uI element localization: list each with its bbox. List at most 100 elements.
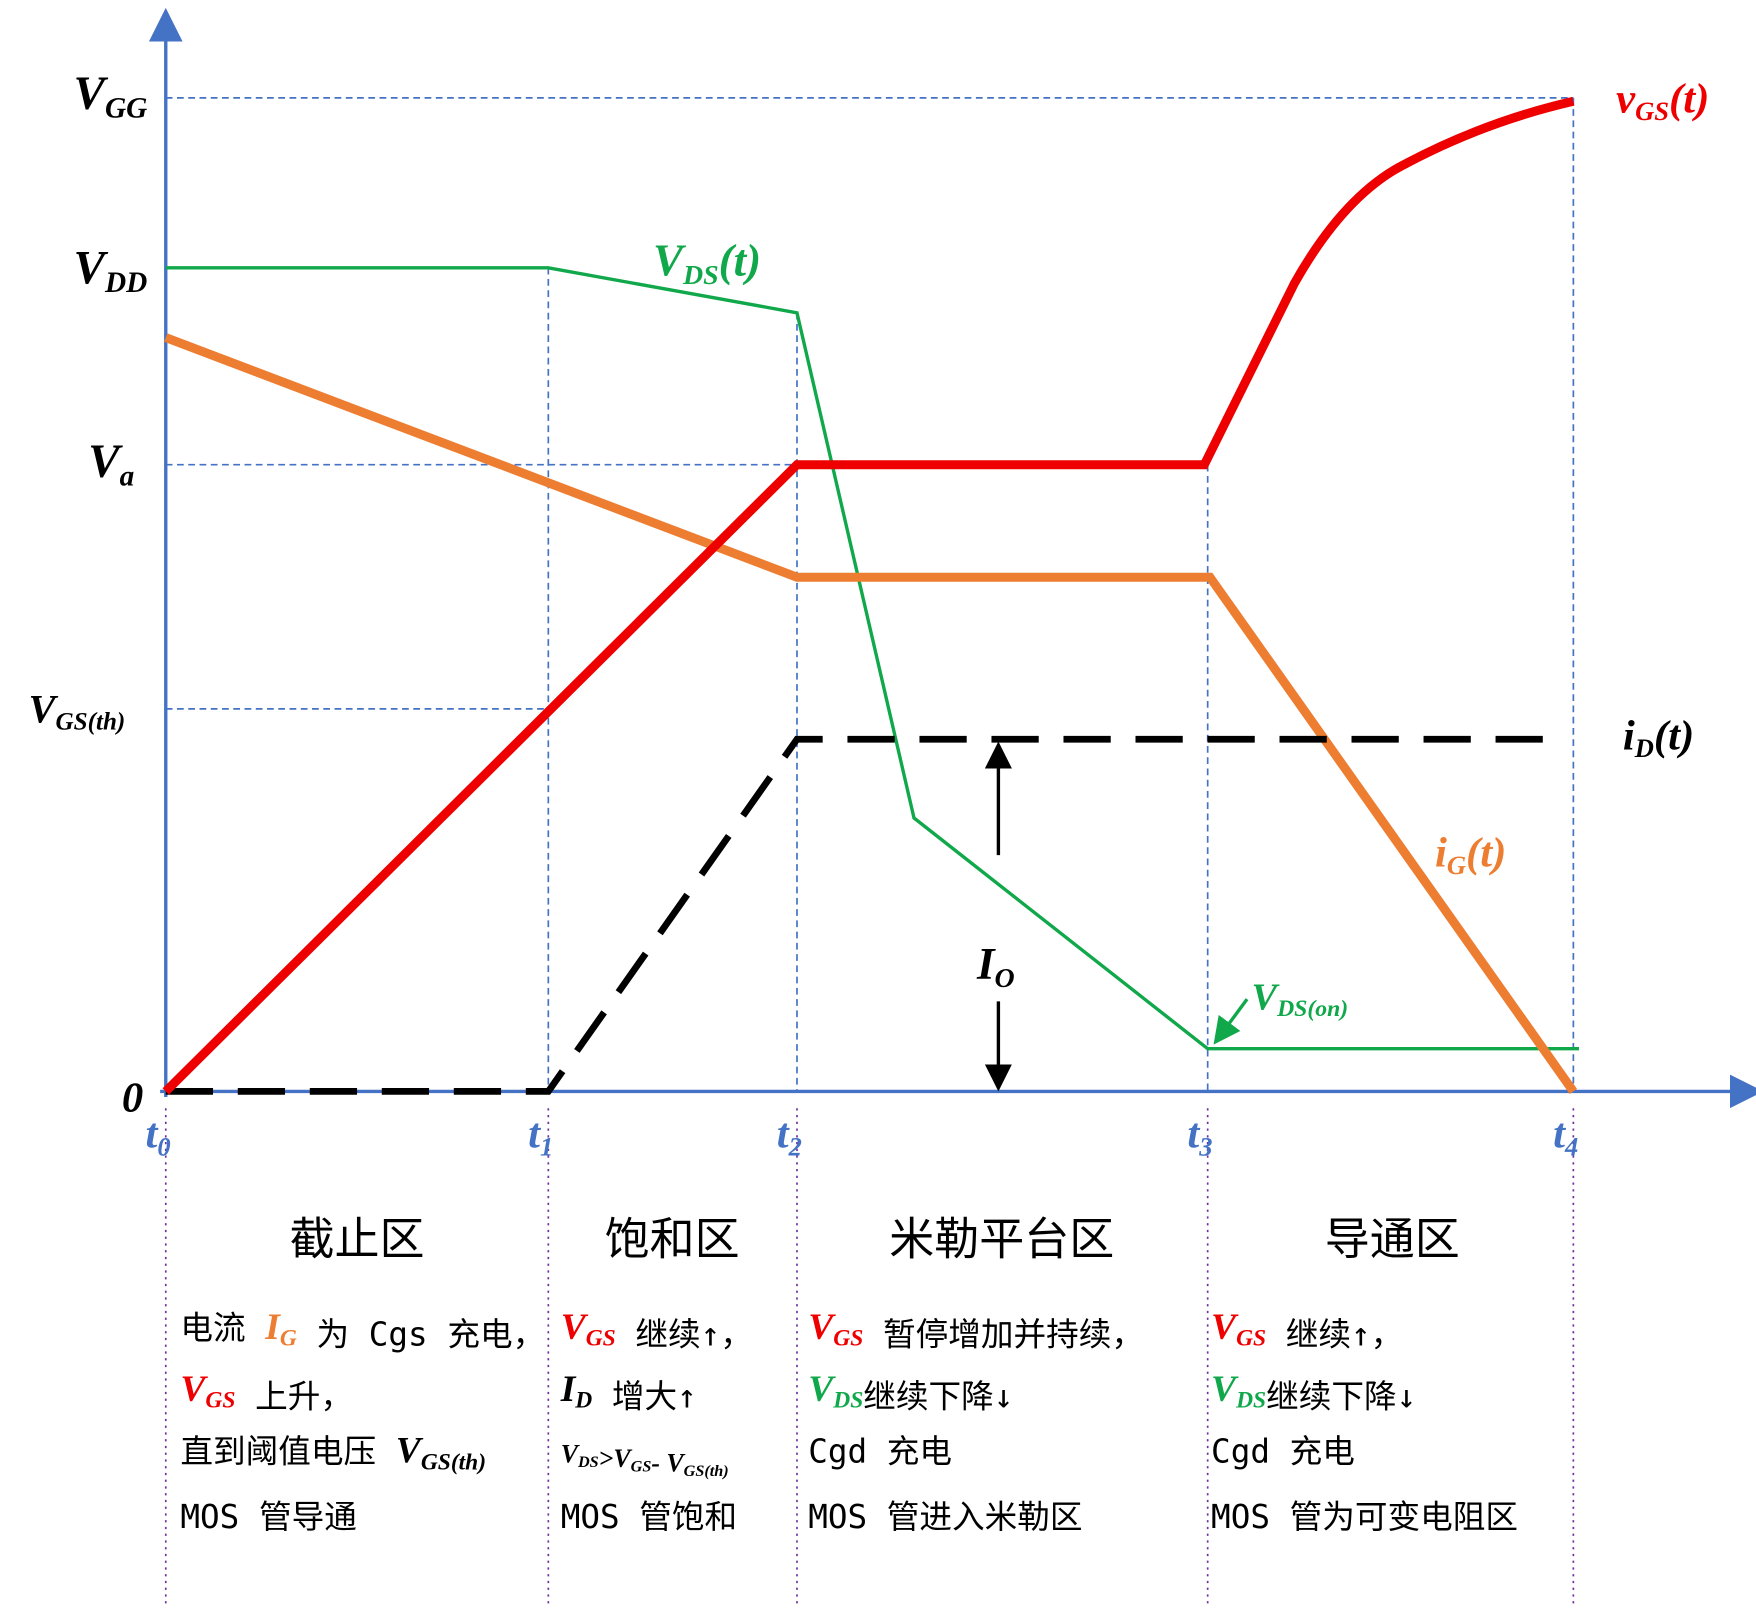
region-line: VGS 上升， — [180, 1369, 353, 1416]
line-segment: Cgd 充电 — [808, 1433, 952, 1471]
line-segment: I — [264, 1307, 281, 1348]
symbol-main: t — [1553, 1111, 1566, 1158]
line-segment: V — [1211, 1369, 1239, 1410]
line-sub: DS — [832, 1387, 863, 1413]
line-segment: V — [666, 1449, 685, 1478]
symbol-main: t — [146, 1111, 159, 1158]
region-line: 电流 IG 为 Cgs 充电， — [180, 1307, 545, 1354]
symbol-label: t1 — [528, 1111, 553, 1162]
line-sub: GS — [631, 1458, 652, 1476]
line-segment: 增大↑ — [592, 1377, 697, 1415]
symbol-main: V — [653, 236, 687, 286]
symbol-sub: DS(on) — [1276, 996, 1348, 1022]
symbol-label: VDS(on) — [1252, 976, 1349, 1022]
line-segment: V — [808, 1369, 836, 1410]
id-curve — [165, 735, 1565, 1095]
symbol-main: V — [88, 436, 123, 488]
symbol-sub: 2 — [788, 1131, 802, 1161]
region-title: 截止区 — [290, 1215, 425, 1265]
line-segment: MOS 管为可变电阻区 — [1211, 1498, 1518, 1536]
line-segment: 继续下降↓ — [1266, 1377, 1416, 1415]
symbol-label: t4 — [1553, 1111, 1578, 1162]
region-dividers — [164, 1108, 1575, 1604]
region-line: VGS 继续↑， — [561, 1307, 753, 1354]
symbol-label: IO — [976, 939, 1015, 994]
line-sub: GS(th) — [421, 1449, 486, 1475]
region-title: 导通区 — [1325, 1215, 1460, 1265]
region-line: MOS 管进入米勒区 — [808, 1498, 1082, 1536]
symbol-main: V — [74, 68, 109, 120]
symbol-label: VDD — [74, 243, 148, 300]
line-sub: GS — [586, 1325, 616, 1351]
region-line: MOS 管导通 — [180, 1498, 356, 1536]
symbol-main: v — [1616, 76, 1636, 123]
line-segment: 继续↑， — [616, 1315, 753, 1353]
symbol-main: 0 — [122, 1075, 143, 1122]
symbol-main: i — [1623, 712, 1635, 759]
symbol-sub: 1 — [540, 1131, 553, 1161]
vds-curve — [165, 266, 1579, 1051]
region-title: 饱和区 — [605, 1215, 740, 1265]
symbol-sub: 3 — [1198, 1131, 1212, 1161]
symbol-sub: GS(th) — [56, 709, 126, 736]
ig-curve — [164, 333, 1578, 1095]
line-segment: V — [561, 1307, 589, 1348]
line-segment: V — [396, 1431, 424, 1472]
region-line: MOS 管为可变电阻区 — [1211, 1498, 1518, 1536]
line-sub: GS — [1236, 1325, 1266, 1351]
region-line: Cgd 充电 — [808, 1433, 952, 1471]
symbol-main: t — [777, 1111, 790, 1158]
line-segment: MOS 管饱和 — [561, 1498, 737, 1536]
guides — [165, 97, 1575, 1092]
symbol-main: i — [1435, 829, 1447, 876]
region-title: 米勒平台区 — [889, 1215, 1114, 1265]
line-segment: MOS 管导通 — [180, 1498, 356, 1536]
symbol-sub: GS — [1635, 96, 1669, 126]
symbol-label: t0 — [146, 1111, 171, 1162]
symbol-label: VGG — [74, 68, 148, 125]
line-segment: 直到阈值电压 — [180, 1433, 395, 1471]
symbol-tail: (t) — [1466, 829, 1506, 876]
symbol-sub: O — [995, 963, 1015, 994]
axes — [148, 7, 1756, 1109]
region-line: VDS>VGS- VGS(th) — [561, 1440, 729, 1481]
symbol-main: V — [74, 243, 109, 295]
symbol-sub: 4 — [1564, 1131, 1578, 1161]
line-segment: 继续↑， — [1266, 1315, 1403, 1353]
symbol-label: Va — [88, 436, 134, 493]
line-segment: 上升， — [235, 1377, 353, 1415]
symbol-main: t — [1187, 1111, 1200, 1158]
vds-on-arrow — [1213, 998, 1249, 1045]
symbol-tail: (t) — [1654, 712, 1694, 759]
symbol-label: iG(t) — [1435, 829, 1506, 880]
line-segment: V — [808, 1307, 836, 1348]
symbol-sub: GG — [105, 93, 147, 125]
region-line: Cgd 充电 — [1211, 1433, 1355, 1471]
symbol-label: iD(t) — [1623, 712, 1694, 763]
line-segment: V — [613, 1444, 632, 1473]
symbol-label: 0 — [122, 1075, 143, 1122]
symbol-tail: (t) — [1669, 76, 1709, 123]
symbol-main: V — [1252, 976, 1281, 1018]
symbol-sub: DS — [682, 260, 719, 291]
symbol-sub: G — [1447, 850, 1466, 880]
line-sub: GS — [833, 1325, 863, 1351]
line-segment: 继续下降↓ — [863, 1377, 1013, 1415]
line-segment: I — [560, 1369, 577, 1410]
symbol-label: VDS(t) — [653, 236, 761, 291]
symbol-label: t2 — [777, 1111, 802, 1162]
line-segment: > — [599, 1444, 614, 1473]
symbol-label: VGS(th) — [28, 686, 125, 735]
line-segment: V — [180, 1369, 208, 1410]
line-segment: V — [1211, 1307, 1239, 1348]
symbol-main: I — [976, 939, 996, 989]
vgs-curve — [162, 96, 1575, 1095]
line-segment: 电流 — [180, 1309, 265, 1347]
symbol-sub: a — [120, 461, 135, 493]
region-line: MOS 管饱和 — [561, 1498, 737, 1536]
region-line: ID 增大↑ — [560, 1369, 697, 1416]
region-line: VGS 暂停增加并持续， — [808, 1307, 1144, 1354]
symbol-sub: DD — [104, 267, 147, 299]
